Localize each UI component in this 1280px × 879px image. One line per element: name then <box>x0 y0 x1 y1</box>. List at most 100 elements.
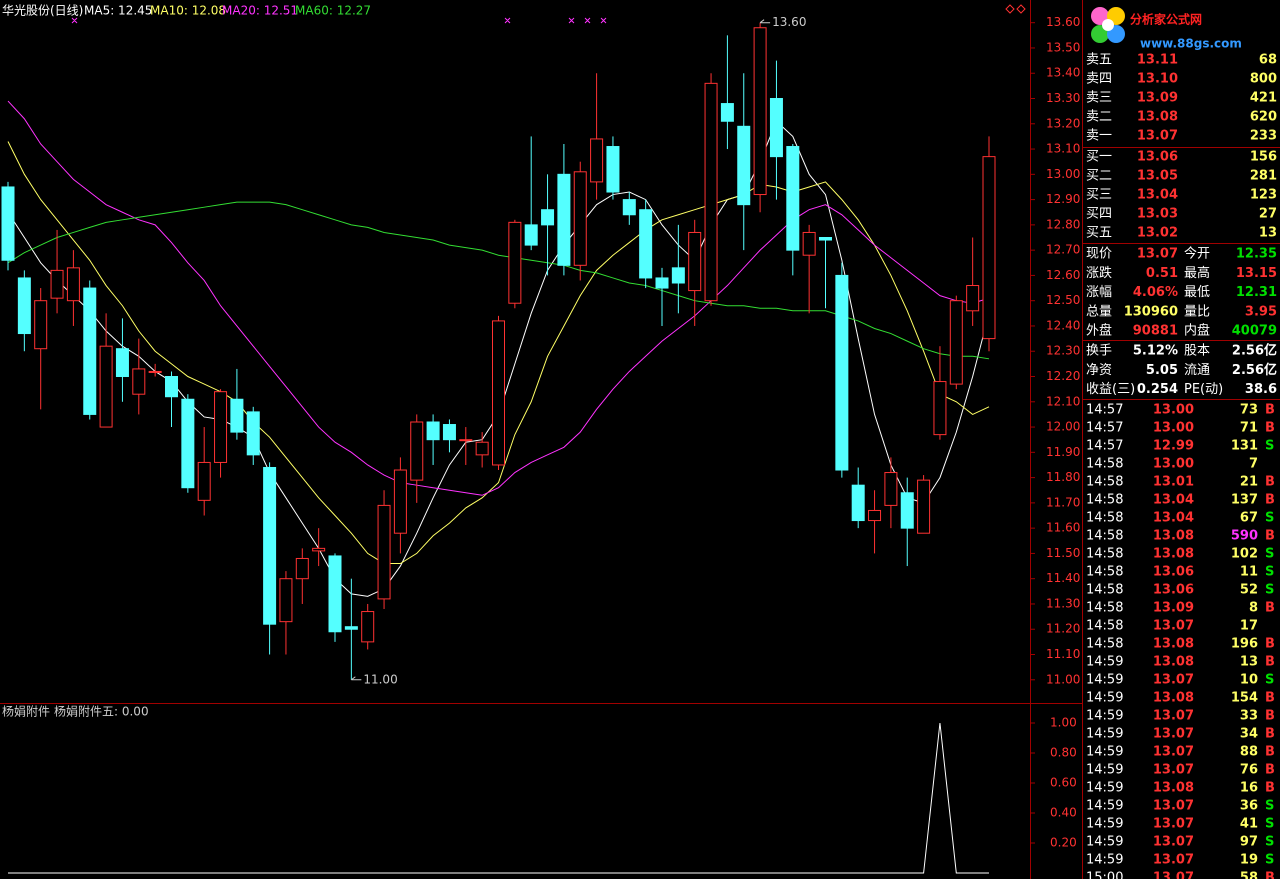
tick-side: B <box>1265 691 1275 706</box>
candle-body <box>541 209 555 226</box>
candle-body <box>361 611 375 643</box>
order-price: 13.04 <box>1137 188 1178 203</box>
tick-volume: 19 <box>1240 853 1258 868</box>
candle-body <box>982 156 996 340</box>
order-volume: 281 <box>1250 169 1277 184</box>
quote-value: 5.12% <box>1133 344 1178 359</box>
tick-volume: 13 <box>1240 655 1258 670</box>
order-level: 卖二 <box>1086 110 1112 125</box>
tick-price: 13.04 <box>1153 493 1194 508</box>
tick-volume: 71 <box>1240 421 1258 436</box>
tick-volume: 52 <box>1240 583 1258 598</box>
legend-entry: MA10: 12.08 <box>150 4 226 18</box>
tick-time: 14:58 <box>1086 565 1123 580</box>
candle-body <box>688 231 702 292</box>
tick-side: B <box>1265 745 1275 760</box>
tick-time: 14:58 <box>1086 511 1123 526</box>
tick-time: 14:58 <box>1086 529 1123 544</box>
tick-price: 13.07 <box>1153 799 1194 814</box>
order-volume: 800 <box>1250 72 1277 87</box>
candle-body <box>590 138 604 183</box>
y-tick-label: 12.30 <box>1046 344 1080 358</box>
order-level: 卖一 <box>1086 129 1112 144</box>
tick-side: B <box>1265 601 1275 616</box>
order-price: 13.03 <box>1137 207 1178 222</box>
order-level: 卖五 <box>1086 53 1112 68</box>
y-tick-label: 13.40 <box>1046 66 1080 80</box>
candle-body <box>393 469 407 534</box>
tick-volume: 41 <box>1240 817 1258 832</box>
legend-entry: MA20: 12.51 <box>222 4 298 18</box>
tick-price: 13.06 <box>1153 565 1194 580</box>
order-level: 卖四 <box>1086 72 1112 87</box>
candle-body <box>328 555 342 633</box>
tick-volume: 131 <box>1231 439 1258 454</box>
quote-label: 最低 <box>1184 285 1210 300</box>
candle-body <box>737 125 751 206</box>
tick-side: S <box>1265 853 1274 868</box>
tick-volume: 11 <box>1240 565 1258 580</box>
tick-side: S <box>1265 835 1274 850</box>
y-tick-label: 13.00 <box>1046 167 1080 181</box>
quote-value: 0.51 <box>1146 266 1178 281</box>
tick-side: B <box>1265 655 1275 670</box>
tick-side: B <box>1265 475 1275 490</box>
tick-price: 13.07 <box>1153 835 1194 850</box>
order-level: 买三 <box>1086 188 1112 203</box>
tick-time: 14:58 <box>1086 475 1123 490</box>
quote-value: 5.05 <box>1146 363 1178 378</box>
candle-body <box>17 277 31 335</box>
order-price: 13.02 <box>1137 226 1178 241</box>
candle-body <box>917 479 931 534</box>
tick-volume: 154 <box>1231 691 1258 706</box>
candle-body <box>900 492 914 529</box>
candle-body <box>884 472 898 506</box>
candle-body <box>769 98 783 158</box>
tick-time: 14:59 <box>1086 745 1123 760</box>
candle-body <box>655 277 669 289</box>
y-tick-label: 0.20 <box>1050 836 1077 850</box>
candle-body <box>197 461 211 501</box>
tick-time: 14:58 <box>1086 619 1123 634</box>
y-tick-label: 13.20 <box>1046 116 1080 130</box>
y-tick-label: 11.50 <box>1046 546 1080 560</box>
y-tick-label: 11.90 <box>1046 445 1080 459</box>
candle-body <box>279 578 293 623</box>
tick-volume: 10 <box>1240 673 1258 688</box>
quote-value: 12.31 <box>1236 285 1277 300</box>
candle-body <box>442 424 456 441</box>
quote-value: 90881 <box>1133 324 1178 339</box>
signal-markers <box>71 17 607 24</box>
quote-label: 今开 <box>1184 246 1210 262</box>
order-level: 买一 <box>1086 150 1112 165</box>
candle-body <box>508 221 522 304</box>
tick-price: 13.08 <box>1153 655 1194 670</box>
tick-price: 13.08 <box>1153 691 1194 706</box>
quote-value: 130960 <box>1124 304 1178 319</box>
quote-value: 0.254 <box>1137 382 1178 397</box>
candle-body <box>475 441 489 456</box>
candle-body <box>606 146 620 193</box>
tick-volume: 73 <box>1240 403 1258 418</box>
candle-body <box>802 231 816 256</box>
order-volume: 68 <box>1259 53 1277 68</box>
order-volume: 421 <box>1250 91 1277 106</box>
tick-price: 13.07 <box>1153 709 1194 724</box>
quote-label: 内盘 <box>1184 323 1210 339</box>
y-tick-label: 11.40 <box>1046 571 1080 585</box>
ma-line <box>7 141 990 565</box>
candle-body <box>573 171 587 266</box>
tick-volume: 97 <box>1240 835 1258 850</box>
y-tick-label: 13.10 <box>1046 142 1080 156</box>
tick-time: 14:59 <box>1086 799 1123 814</box>
quote-value: 13.15 <box>1236 266 1277 281</box>
tick-side: S <box>1265 799 1274 814</box>
candle-body <box>966 285 980 312</box>
candle-body <box>50 269 64 299</box>
tick-volume: 102 <box>1231 547 1258 562</box>
y-tick-label: 12.10 <box>1046 394 1080 408</box>
tick-side: B <box>1265 709 1275 724</box>
candle-body <box>753 27 767 196</box>
candle-body <box>99 345 113 428</box>
tick-price: 13.00 <box>1153 457 1194 472</box>
